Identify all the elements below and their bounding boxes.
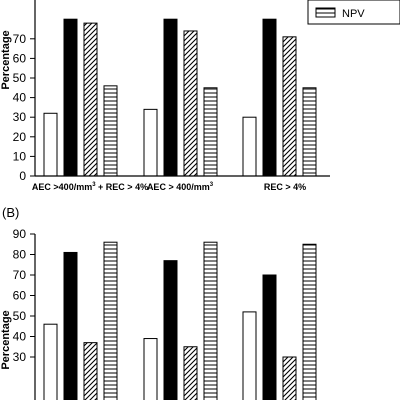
panel-a-y-tick-label: 40 (13, 91, 27, 105)
panel-b-bars (43, 241, 317, 400)
panel-a-bar-s2-c2 (282, 36, 297, 177)
panel-a-category-label-1: AEC > 400/mm3 (147, 182, 214, 192)
panel-a-bars (43, 18, 317, 177)
panel-a: 0 10 20 30 40 50 60 70 Percentage AEC >400/mm3 … (0, 0, 400, 192)
panel-b-y-tick-label: 30 (13, 350, 27, 364)
panel-b-bar-s0-c0 (43, 323, 58, 400)
legend-box (307, 0, 400, 25)
panel-b-y-tick-label: 80 (13, 248, 27, 262)
panel-b-bar-s2-c2 (282, 356, 297, 400)
panel-b-bar-s3-c1 (203, 241, 218, 400)
panel-a-bar-s2-c0 (83, 22, 98, 177)
panel-b-bar-s3-c2 (302, 243, 317, 400)
panel-b-label: (B) (2, 205, 19, 220)
panel-a-bar-s2-c1 (183, 30, 198, 177)
panel-b-y-axis-label: Percentage (0, 310, 12, 369)
panel-a-bar-s1-c1 (163, 18, 178, 177)
panel-b-bar-s1-c0 (63, 251, 78, 400)
panel-a-y-tick-label: 10 (13, 149, 27, 163)
panel-a-bar-s0-c1 (143, 108, 158, 177)
panel-a-y-ticks: 0 10 20 30 40 50 60 70 (13, 32, 35, 183)
panel-a-bar-s1-c0 (63, 18, 78, 177)
panel-b: (B) 30 40 50 60 70 80 90 Percentage (0, 205, 317, 400)
panel-b-bar-s2-c1 (183, 346, 198, 400)
panel-b-y-tick-label: 70 (13, 268, 27, 282)
panel-b-bar-s1-c2 (262, 274, 277, 400)
panel-a-y-tick-label: 70 (13, 32, 27, 46)
panel-a-category-labels: AEC >400/mm3 + REC > 4%AEC > 400/mm3 REC … (32, 182, 306, 192)
panel-b-bar-s0-c1 (143, 338, 158, 400)
panel-a-y-tick-label: 0 (19, 169, 26, 183)
panel-a-bar-s3-c2 (302, 87, 317, 177)
panel-a-bar-s3-c0 (103, 85, 118, 177)
panel-a-y-axis-label: Percentage (0, 30, 12, 89)
panel-a-bar-s3-c1 (203, 87, 218, 177)
panel-b-bar-s2-c0 (83, 342, 98, 400)
panel-b-y-tick-label: 50 (13, 309, 27, 323)
panel-a-y-tick-label: 60 (13, 51, 27, 65)
panel-a-category-label-0: AEC >400/mm3 + REC > 4% (32, 182, 148, 192)
panel-a-y-tick-label: 50 (13, 71, 27, 85)
panel-a-bar-s1-c2 (262, 18, 277, 177)
legend: NPV (307, 0, 400, 25)
panel-a-y-tick-label: 20 (13, 130, 27, 144)
panel-b-bar-s3-c0 (103, 241, 118, 400)
panel-b-y-tick-label: 90 (13, 227, 27, 241)
panel-a-category-label-2: REC > 4% (264, 182, 306, 192)
panel-b-y-tick-label: 40 (13, 330, 27, 344)
legend-label-npv: NPV (342, 8, 365, 20)
panel-b-bar-s1-c1 (163, 260, 178, 400)
panel-b-bar-s0-c2 (242, 311, 257, 400)
panel-b-y-ticks: 30 40 50 60 70 80 90 (13, 227, 35, 364)
panel-b-y-tick-label: 60 (13, 289, 27, 303)
legend-swatch-npv (315, 7, 336, 18)
panel-a-bar-s0-c0 (43, 112, 58, 177)
panel-a-y-tick-label: 30 (13, 110, 27, 124)
panel-a-bar-s0-c2 (242, 116, 257, 177)
